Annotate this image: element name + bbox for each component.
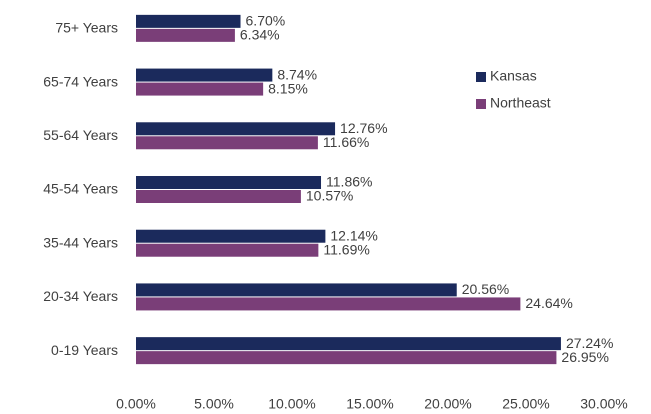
data-label: 26.95% xyxy=(561,349,608,365)
y-tick-label: 65-74 Years xyxy=(43,73,118,89)
legend-swatch xyxy=(476,99,486,109)
data-label: 8.15% xyxy=(268,80,308,96)
bar xyxy=(136,82,264,96)
bar xyxy=(136,68,273,82)
data-label: 8.74% xyxy=(277,66,317,82)
data-label: 12.76% xyxy=(340,120,387,136)
bar xyxy=(136,122,336,136)
y-tick-label: 20-34 Years xyxy=(43,288,118,304)
bar xyxy=(136,229,326,243)
x-tick-label: 0.00% xyxy=(116,396,156,412)
data-label: 24.64% xyxy=(525,295,572,311)
data-label: 11.86% xyxy=(326,174,372,190)
bar xyxy=(136,351,557,365)
data-label: 27.24% xyxy=(566,335,613,351)
y-tick-label: 45-54 Years xyxy=(43,181,118,197)
legend-label: Northeast xyxy=(490,95,551,111)
x-tick-label: 30.00% xyxy=(580,396,627,412)
x-tick-label: 25.00% xyxy=(502,396,549,412)
data-label: 20.56% xyxy=(462,281,509,297)
x-tick-label: 5.00% xyxy=(194,396,234,412)
bar xyxy=(136,190,301,203)
bar xyxy=(136,136,318,150)
x-tick-label: 10.00% xyxy=(268,396,315,412)
data-label: 6.70% xyxy=(246,13,286,29)
bar xyxy=(136,297,521,311)
legend-swatch xyxy=(476,72,486,82)
x-tick-label: 15.00% xyxy=(346,396,393,412)
x-tick-label: 20.00% xyxy=(424,396,471,412)
data-label: 12.14% xyxy=(330,227,377,243)
y-tick-label: 0-19 Years xyxy=(51,342,118,358)
bar xyxy=(136,283,457,297)
legend-label: Kansas xyxy=(490,68,537,84)
bar xyxy=(136,176,322,189)
bar xyxy=(136,337,561,351)
y-tick-label: 35-44 Years xyxy=(43,234,118,250)
bar xyxy=(136,14,241,28)
data-label: 10.57% xyxy=(306,188,353,204)
data-label: 6.34% xyxy=(240,27,280,43)
data-label: 11.66% xyxy=(323,134,369,150)
data-label: 11.69% xyxy=(323,241,369,257)
y-tick-label: 55-64 Years xyxy=(43,127,118,143)
bar xyxy=(136,28,235,42)
y-tick-label: 75+ Years xyxy=(55,20,118,36)
bar xyxy=(136,243,319,257)
